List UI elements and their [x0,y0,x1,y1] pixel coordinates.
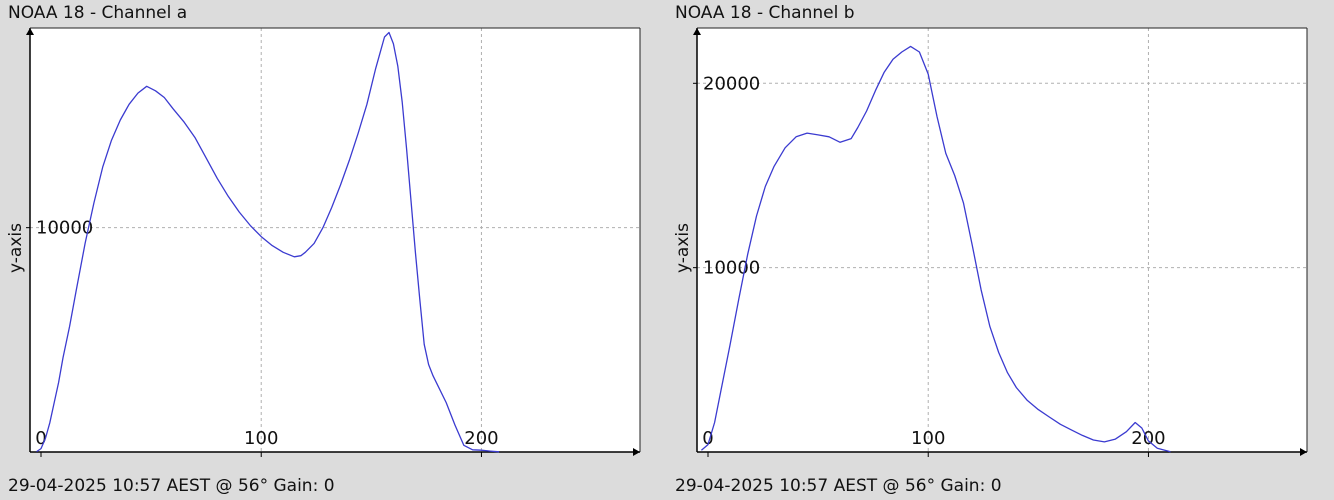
chart-panel-channel-b: NOAA 18 - Channel b 0 100 200 10000 20000 y-… [667,0,1334,500]
x-tick-label: 0 [702,428,713,449]
y-axis-arrow [693,28,701,35]
x-tick-label: 0 [35,428,46,449]
plot-background [697,28,1307,452]
plot-background [30,28,640,452]
status-footer: 29-04-2025 10:57 AEST @ 56° Gain: 0 [8,476,335,496]
chart-title: NOAA 18 - Channel b [675,3,855,23]
y-axis-arrow [26,28,34,35]
y-axis-label: y-axis [673,223,693,273]
chart-title: NOAA 18 - Channel a [8,3,188,23]
x-tick-label: 200 [1131,428,1165,449]
x-tick-label: 200 [464,428,498,449]
y-axis-label: y-axis [6,223,26,273]
chart-plot-channel-b: 0 100 200 10000 20000 [693,27,1308,457]
y-tick-label: 10000 [36,218,93,239]
status-footer: 29-04-2025 10:57 AEST @ 56° Gain: 0 [675,476,1002,496]
series-line [36,31,500,453]
x-axis-arrow [1300,448,1307,456]
chart-panel-channel-a: NOAA 18 - Channel a 0 100 200 10000 y-axis … [6,3,703,496]
x-tick-label: 100 [911,428,945,449]
x-tick-label: 100 [244,428,278,449]
series-line [700,45,1171,453]
y-tick-label: 20000 [703,73,760,94]
x-axis-arrow [633,448,640,456]
y-tick-label: 10000 [703,258,760,279]
chart-plot-channel-a: 0 100 200 10000 [26,27,703,457]
